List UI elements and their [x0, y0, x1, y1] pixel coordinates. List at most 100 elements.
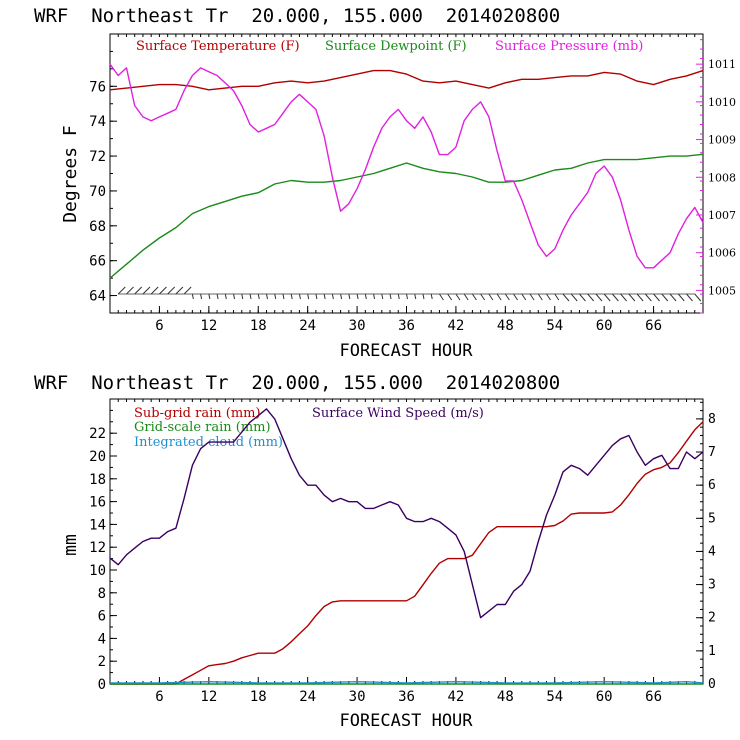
- wind-barb: [150, 286, 159, 295]
- wind-barb: [364, 293, 367, 300]
- y-tick-label: 8: [98, 586, 106, 602]
- wind-barb: [142, 286, 151, 295]
- wind-barb: [439, 293, 444, 301]
- y2-tick-label: 1011: [708, 58, 736, 71]
- x-tick-label: 24: [299, 318, 316, 334]
- wind-barbs: [117, 286, 702, 302]
- wind-barb: [677, 293, 685, 302]
- wind-barb: [249, 293, 252, 300]
- x-tick-label: 48: [497, 689, 514, 705]
- y-tick-label: 22: [89, 426, 106, 442]
- x-tick-label: 42: [447, 689, 464, 705]
- wind-barb: [331, 293, 334, 300]
- x-tick-label: 60: [596, 689, 613, 705]
- x-tick-label: 66: [645, 689, 662, 705]
- wind-barb: [315, 293, 318, 300]
- wind-barb: [159, 286, 167, 295]
- y-tick-label: 68: [89, 219, 106, 235]
- y2-tick-label: 1: [708, 644, 716, 659]
- wind-barb: [233, 293, 236, 300]
- wind-barb: [579, 293, 586, 302]
- x-tick-label: 36: [398, 689, 415, 705]
- legend-gridscale-rain: Grid-scale rain (mm): [134, 420, 271, 435]
- x-axis-label: FORECAST HOUR: [339, 711, 473, 731]
- y-tick-label: 18: [89, 472, 106, 488]
- y-tick-label: 64: [89, 289, 106, 305]
- y-tick-label: 74: [89, 114, 106, 130]
- y2-tick-label: 1009: [708, 134, 736, 147]
- y2-tick-label: 5: [708, 511, 716, 526]
- wind-barb: [628, 293, 636, 302]
- wind-barb: [208, 293, 211, 300]
- y2-tick-label: 1007: [708, 209, 736, 222]
- wind-barb: [455, 293, 461, 301]
- wind-barb: [134, 286, 143, 295]
- wind-barb: [356, 293, 359, 300]
- wind-barb: [224, 293, 227, 300]
- wind-barb: [504, 293, 510, 301]
- wind-barb: [471, 293, 477, 301]
- x-tick-label: 42: [447, 318, 464, 334]
- y2-tick-label: 7: [708, 445, 716, 460]
- wind-barb: [406, 293, 408, 300]
- y-tick-label: 10: [89, 563, 106, 579]
- y2-tick-label: 1006: [708, 247, 736, 260]
- y2-tick-label: 6: [708, 478, 716, 493]
- wind-barb: [241, 293, 244, 300]
- x-tick-label: 12: [200, 689, 217, 705]
- x-tick-label: 30: [349, 689, 366, 705]
- wind-barb: [183, 286, 192, 295]
- y-axis-label: mm: [60, 534, 81, 556]
- y-axis-label: Degrees F: [60, 125, 81, 223]
- wind-barb: [373, 293, 376, 300]
- series-line-surface-wind-speed-m-s: [109, 408, 704, 619]
- wind-barb: [694, 293, 702, 302]
- x-tick-label: 6: [155, 318, 163, 334]
- wind-barb: [570, 293, 578, 302]
- wind-barb: [414, 293, 417, 300]
- wind-barb: [496, 293, 502, 301]
- wind-barb: [595, 293, 603, 302]
- series-line-sub-grid-rain-mm: [110, 421, 704, 685]
- y-tick-label: 14: [89, 517, 106, 533]
- x-tick-label: 30: [349, 318, 366, 334]
- legend-wind-speed: Surface Wind Speed (m/s): [312, 406, 484, 421]
- wind-barb: [603, 293, 611, 302]
- wind-barb: [323, 293, 326, 300]
- wind-barb: [620, 293, 628, 302]
- legend-temperature: Surface Temperature (F): [136, 39, 300, 54]
- y-tick-label: 72: [89, 149, 106, 165]
- y-tick-label: 70: [89, 184, 106, 200]
- wind-barb: [562, 293, 570, 302]
- legend-pressure: Surface Pressure (mb): [495, 39, 643, 54]
- x-axis-label: FORECAST HOUR: [339, 341, 473, 361]
- wind-barb: [126, 286, 134, 295]
- wind-barb: [447, 293, 453, 301]
- wind-barb: [348, 293, 351, 300]
- wind-barb: [463, 293, 469, 301]
- wind-barb: [282, 293, 285, 300]
- x-tick-label: 54: [546, 689, 563, 705]
- y-tick-label: 0: [98, 677, 106, 693]
- wind-barb: [636, 293, 644, 302]
- wind-barb: [644, 293, 652, 302]
- panel-title: WRF Northeast Tr 20.000, 155.000 2014020…: [34, 5, 560, 27]
- series-line-integrated-cloud-mm: [110, 681, 704, 684]
- wind-barb: [653, 293, 660, 302]
- y2-tick-label: 1008: [708, 171, 736, 184]
- wind-barb: [290, 293, 293, 300]
- wind-barb: [488, 293, 494, 301]
- wind-barb: [389, 293, 392, 300]
- series-line-surface-dewpoint-f: [109, 153, 704, 279]
- rain-wind-panel: WRF Northeast Tr 20.000, 155.000 2014020…: [34, 372, 716, 731]
- wind-barb: [381, 293, 384, 300]
- wind-barb: [521, 293, 527, 301]
- y-tick-label: 4: [98, 631, 106, 647]
- wind-barb: [216, 293, 219, 300]
- wind-barb: [167, 286, 176, 295]
- x-tick-label: 6: [155, 689, 163, 705]
- x-tick-label: 12: [200, 318, 217, 334]
- wind-barb: [265, 293, 268, 300]
- wind-barb: [175, 286, 184, 295]
